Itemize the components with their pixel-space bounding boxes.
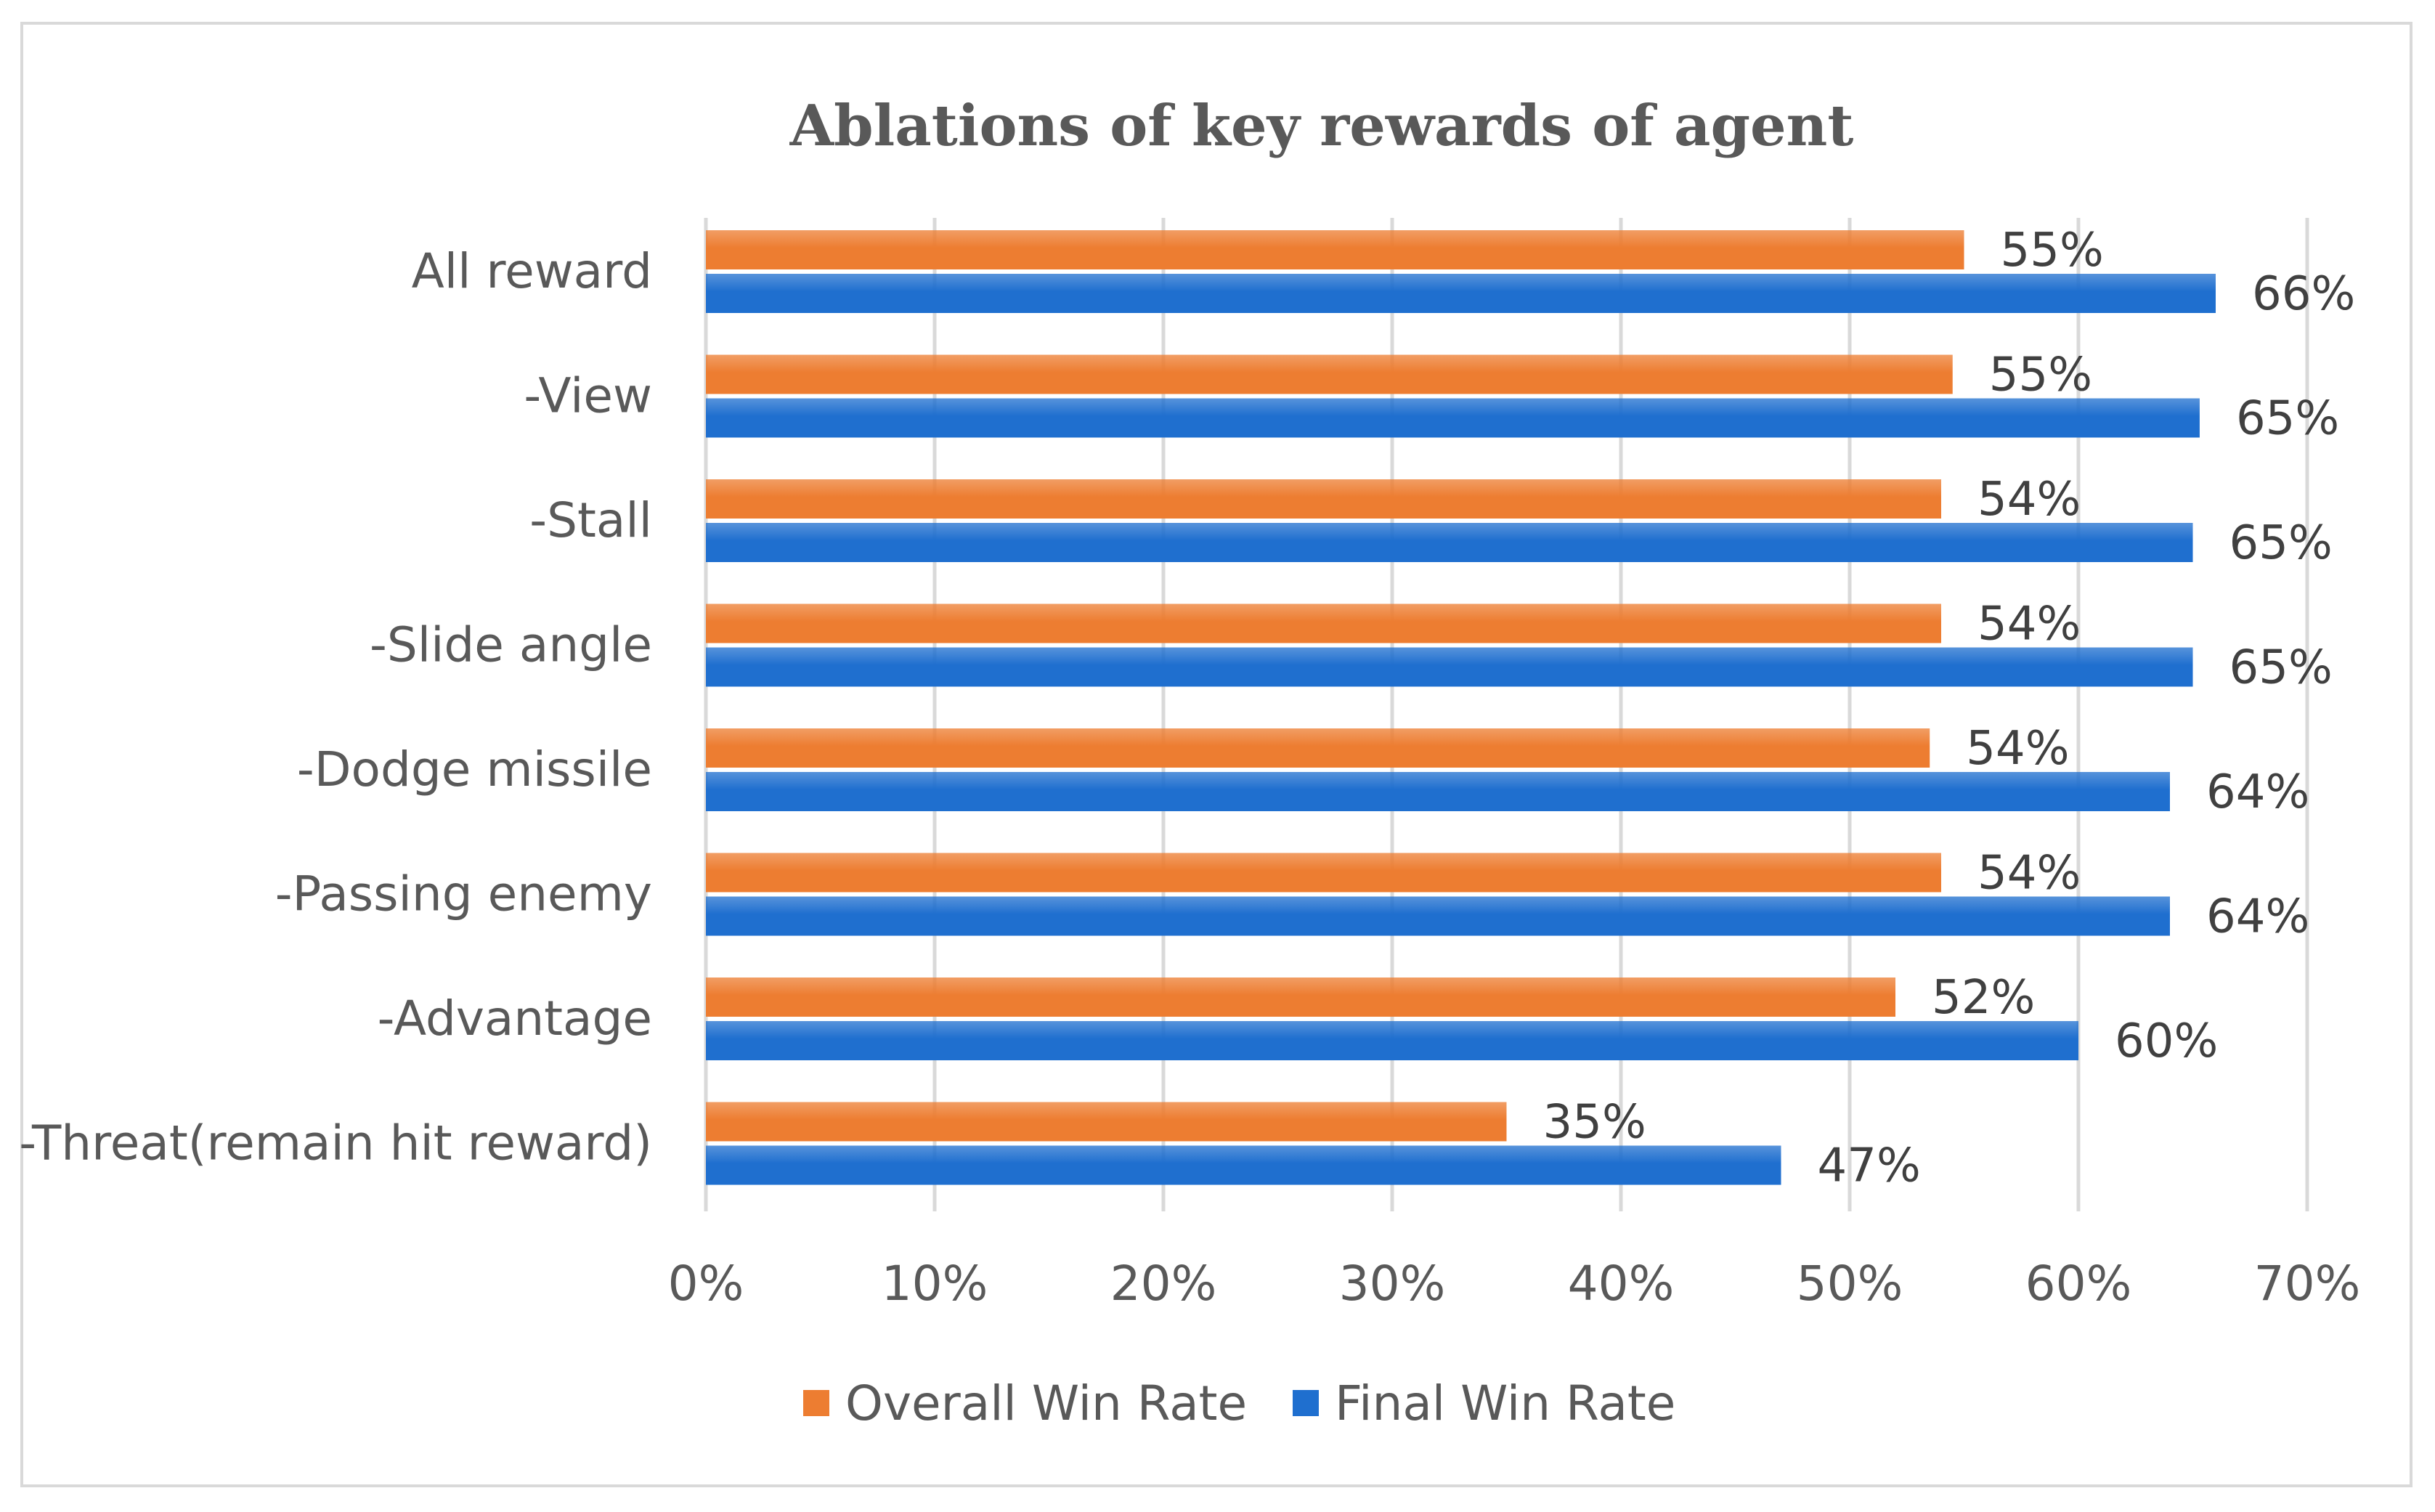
bar-overall-win-rate xyxy=(706,354,1953,394)
chart-title: Ablations of key rewards of agent xyxy=(789,93,1854,159)
category-label: -Slide angle xyxy=(370,617,652,673)
category-label: -Stall xyxy=(529,492,652,548)
data-label: 60% xyxy=(2115,1015,2218,1068)
data-label: 65% xyxy=(2236,392,2339,446)
data-label: 54% xyxy=(1977,473,2081,527)
data-label: 64% xyxy=(2206,890,2309,944)
bar-final-win-rate xyxy=(706,523,2193,562)
x-tick-label: 60% xyxy=(2025,1256,2132,1312)
legend-label: Overall Win Rate xyxy=(845,1375,1247,1431)
data-label: 52% xyxy=(1932,971,2035,1025)
bar-overall-win-rate xyxy=(706,479,1941,519)
data-label: 65% xyxy=(2229,516,2333,570)
x-tick-label: 10% xyxy=(882,1256,988,1312)
data-label: 66% xyxy=(2252,267,2355,321)
bar-overall-win-rate xyxy=(706,853,1941,893)
x-tick-label: 40% xyxy=(1568,1256,1675,1312)
data-label: 54% xyxy=(1977,598,2081,651)
data-label: 35% xyxy=(1543,1096,1646,1150)
category-label: -Dodge missile xyxy=(297,741,652,797)
bar-final-win-rate xyxy=(706,772,2170,811)
bar-overall-win-rate xyxy=(706,1102,1507,1142)
bar-final-win-rate xyxy=(706,1021,2078,1060)
x-tick-label: 30% xyxy=(1339,1256,1446,1312)
bar-overall-win-rate xyxy=(706,977,1895,1017)
data-label: 54% xyxy=(1977,847,2081,901)
data-label: 64% xyxy=(2206,765,2309,819)
bar-final-win-rate xyxy=(706,647,2193,687)
category-label: -View xyxy=(524,368,652,424)
x-tick-label: 50% xyxy=(1797,1256,1903,1312)
data-label: 55% xyxy=(2001,224,2104,277)
x-tick-label: 0% xyxy=(668,1256,744,1312)
bar-overall-win-rate xyxy=(706,230,1964,269)
bar-final-win-rate xyxy=(706,1145,1781,1185)
bar-overall-win-rate xyxy=(706,603,1941,643)
legend-swatch xyxy=(803,1390,829,1416)
bar-final-win-rate xyxy=(706,896,2170,936)
category-label: All reward xyxy=(412,243,652,299)
data-label: 54% xyxy=(1966,722,2069,776)
legend-swatch xyxy=(1293,1390,1319,1416)
data-label: 65% xyxy=(2229,641,2333,695)
category-label: -Advantage xyxy=(378,991,652,1046)
data-label: 47% xyxy=(1818,1139,1921,1193)
x-tick-label: 70% xyxy=(2254,1256,2361,1312)
bar-overall-win-rate xyxy=(706,728,1930,768)
data-label: 55% xyxy=(1989,349,2092,402)
x-tick-label: 20% xyxy=(1110,1256,1217,1312)
legend-label: Final Win Rate xyxy=(1335,1375,1675,1431)
category-label: -Threat(remain hit reward) xyxy=(19,1115,652,1171)
category-label: -Passing enemy xyxy=(275,866,652,922)
bar-final-win-rate xyxy=(706,398,2200,438)
bar-final-win-rate xyxy=(706,274,2216,313)
